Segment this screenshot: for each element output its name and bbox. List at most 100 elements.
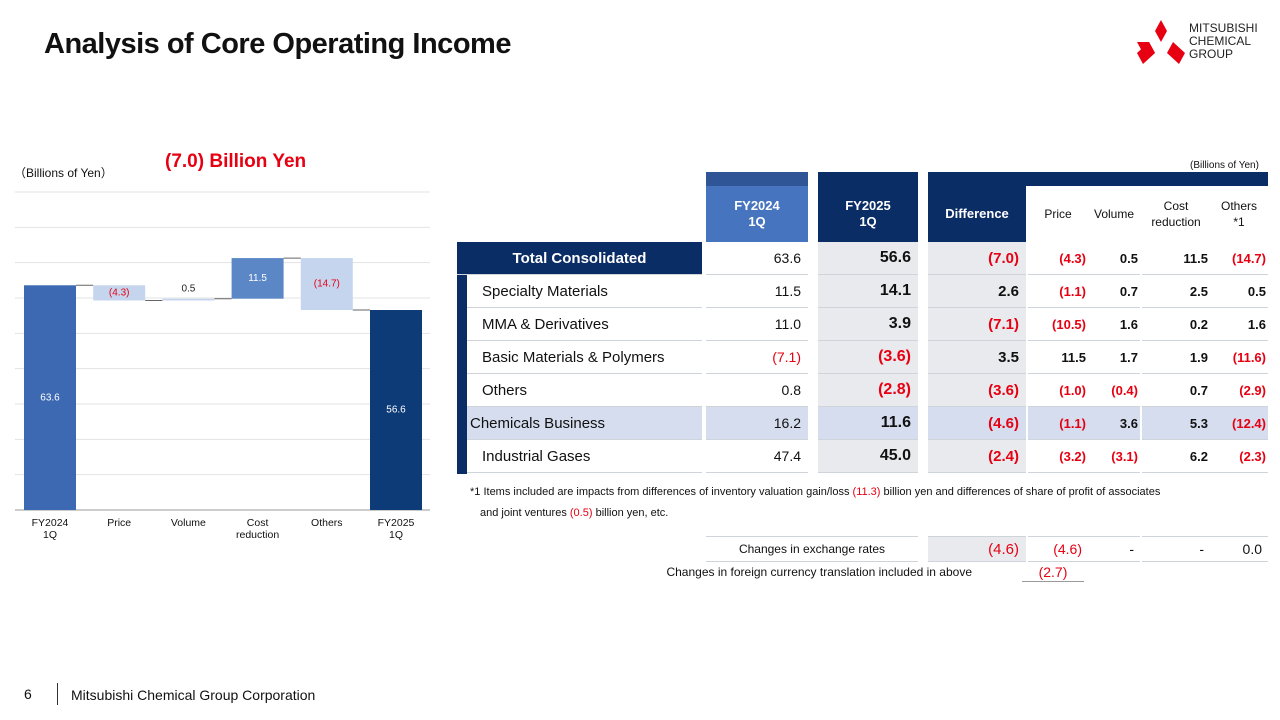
table-cell: 45.0 xyxy=(818,440,918,473)
translation-label: Changes in foreign currency translation … xyxy=(666,565,972,579)
column-header: Cost reduction xyxy=(1142,186,1210,242)
column-header: Price xyxy=(1028,186,1088,242)
header-band xyxy=(928,172,1268,186)
table-cell: 11.5 xyxy=(1142,242,1210,275)
table-cell: (11.6) xyxy=(1210,341,1268,374)
table-cell: 6.2 xyxy=(1142,440,1210,473)
table-cell: (7.1) xyxy=(706,341,808,374)
table-cell: 5.3 xyxy=(1142,407,1210,440)
row-label: Total Consolidated xyxy=(457,242,702,275)
row-label: Industrial Gases xyxy=(467,440,702,473)
exchange-label: Changes in exchange rates xyxy=(706,536,918,562)
table-cell: (2.9) xyxy=(1210,374,1268,407)
slide-title: Analysis of Core Operating Income xyxy=(44,28,511,60)
header-band xyxy=(706,172,808,186)
table-cell: (1.0) xyxy=(1028,374,1088,407)
table-cell: (3.6) xyxy=(928,374,1026,407)
column-header: FY2024 1Q xyxy=(706,186,808,242)
table-cell: (10.5) xyxy=(1028,308,1088,341)
bar xyxy=(162,298,215,301)
table-cell: 0.5 xyxy=(1210,275,1268,308)
exchange-cell: (4.6) xyxy=(1028,536,1088,562)
column-header: FY2025 1Q xyxy=(818,186,918,242)
chart-unit: （Billions of Yen） xyxy=(14,166,113,180)
table-cell: 16.2 xyxy=(706,407,808,440)
table-cell: 11.5 xyxy=(1028,341,1088,374)
exchange-cell: - xyxy=(1088,536,1140,562)
translation-cell: (2.7) xyxy=(1022,562,1084,582)
data-label: 11.5 xyxy=(248,273,267,284)
data-label: (14.7) xyxy=(314,279,340,290)
exchange-cell: (4.6) xyxy=(928,536,1026,562)
footnote-part: (11.3) xyxy=(852,486,881,498)
footnote-part: billion yen, etc. xyxy=(592,507,669,519)
table-cell: 1.9 xyxy=(1142,341,1210,374)
header-band xyxy=(818,172,918,186)
table-cell: (12.4) xyxy=(1210,407,1268,440)
table-cell: 1.6 xyxy=(1088,308,1140,341)
data-label: 56.6 xyxy=(386,405,406,416)
bar xyxy=(370,310,422,510)
logo-line: CHEMICAL xyxy=(1189,34,1252,48)
x-tick-label: Others xyxy=(311,517,343,529)
table-cell: (7.1) xyxy=(928,308,1026,341)
footer-company: Mitsubishi Chemical Group Corporation xyxy=(71,687,316,703)
table-cell: 1.6 xyxy=(1210,308,1268,341)
table-cell: 0.7 xyxy=(1088,275,1140,308)
table-cell: (4.3) xyxy=(1028,242,1088,275)
table-cell: (1.1) xyxy=(1028,407,1088,440)
table-unit: (Billions of Yen) xyxy=(1190,160,1259,171)
logo-line: GROUP xyxy=(1189,47,1234,61)
logo-line: MITSUBISHI xyxy=(1189,21,1258,35)
table-cell: (2.3) xyxy=(1210,440,1268,473)
table-cell: 14.1 xyxy=(818,275,918,308)
x-tick-label: Cost reduction xyxy=(235,517,280,541)
bar xyxy=(231,258,284,299)
table-cell: 0.7 xyxy=(1142,374,1210,407)
data-label: 63.6 xyxy=(40,392,60,403)
table-cell: 56.6 xyxy=(818,242,918,275)
table-cell: (2.4) xyxy=(928,440,1026,473)
row-label: Others xyxy=(467,374,702,407)
footer-divider xyxy=(57,683,58,705)
bar xyxy=(93,285,146,301)
table-cell: 11.5 xyxy=(706,275,808,308)
table-cell: (3.6) xyxy=(818,341,918,374)
table-cell: (14.7) xyxy=(1210,242,1268,275)
table-cell: 2.6 xyxy=(928,275,1026,308)
x-tick-label: FY2025 1Q xyxy=(377,517,415,541)
data-label: 0.5 xyxy=(181,283,195,294)
table-cell: 3.6 xyxy=(1088,407,1140,440)
column-header: Others *1 xyxy=(1210,186,1268,242)
row-label: Specialty Materials xyxy=(467,275,702,308)
table-cell: (0.4) xyxy=(1088,374,1140,407)
table-cell: (2.8) xyxy=(818,374,918,407)
exchange-cell: 0.0 xyxy=(1210,536,1268,562)
table-cell: 47.4 xyxy=(706,440,808,473)
table-cell: (7.0) xyxy=(928,242,1026,275)
table-cell: 1.7 xyxy=(1088,341,1140,374)
column-header: Volume xyxy=(1088,186,1140,242)
bar xyxy=(300,258,353,311)
row-label: Basic Materials & Polymers xyxy=(467,341,702,374)
x-tick-label: Volume xyxy=(170,517,206,529)
table-cell: 11.6 xyxy=(818,407,918,440)
group-bar xyxy=(457,275,467,474)
table-cell: (3.1) xyxy=(1088,440,1140,473)
footnote-part: billion yen and differences of share of … xyxy=(480,486,1161,519)
row-label: Chemicals Business xyxy=(467,407,702,440)
footnote-part: (0.5) xyxy=(569,507,593,519)
data-label: (4.3) xyxy=(109,288,130,299)
column-header: Difference xyxy=(928,186,1026,242)
table-cell: (1.1) xyxy=(1028,275,1088,308)
x-tick-label: FY2024 1Q xyxy=(31,517,69,541)
table-cell: 3.9 xyxy=(818,308,918,341)
footnote: *1 Items included are impacts from diffe… xyxy=(470,482,1170,524)
footnote-part: *1 Items included are impacts from diffe… xyxy=(470,486,853,498)
bar xyxy=(24,285,76,510)
table-cell: 63.6 xyxy=(706,242,808,275)
table-cell: (3.2) xyxy=(1028,440,1088,473)
logo-text: MITSUBISHI CHEMICAL GROUP xyxy=(1189,22,1258,61)
waterfall-chart: 63.6 (4.3) 0.5 11.5 (14.7) 56.6 xyxy=(15,191,430,511)
